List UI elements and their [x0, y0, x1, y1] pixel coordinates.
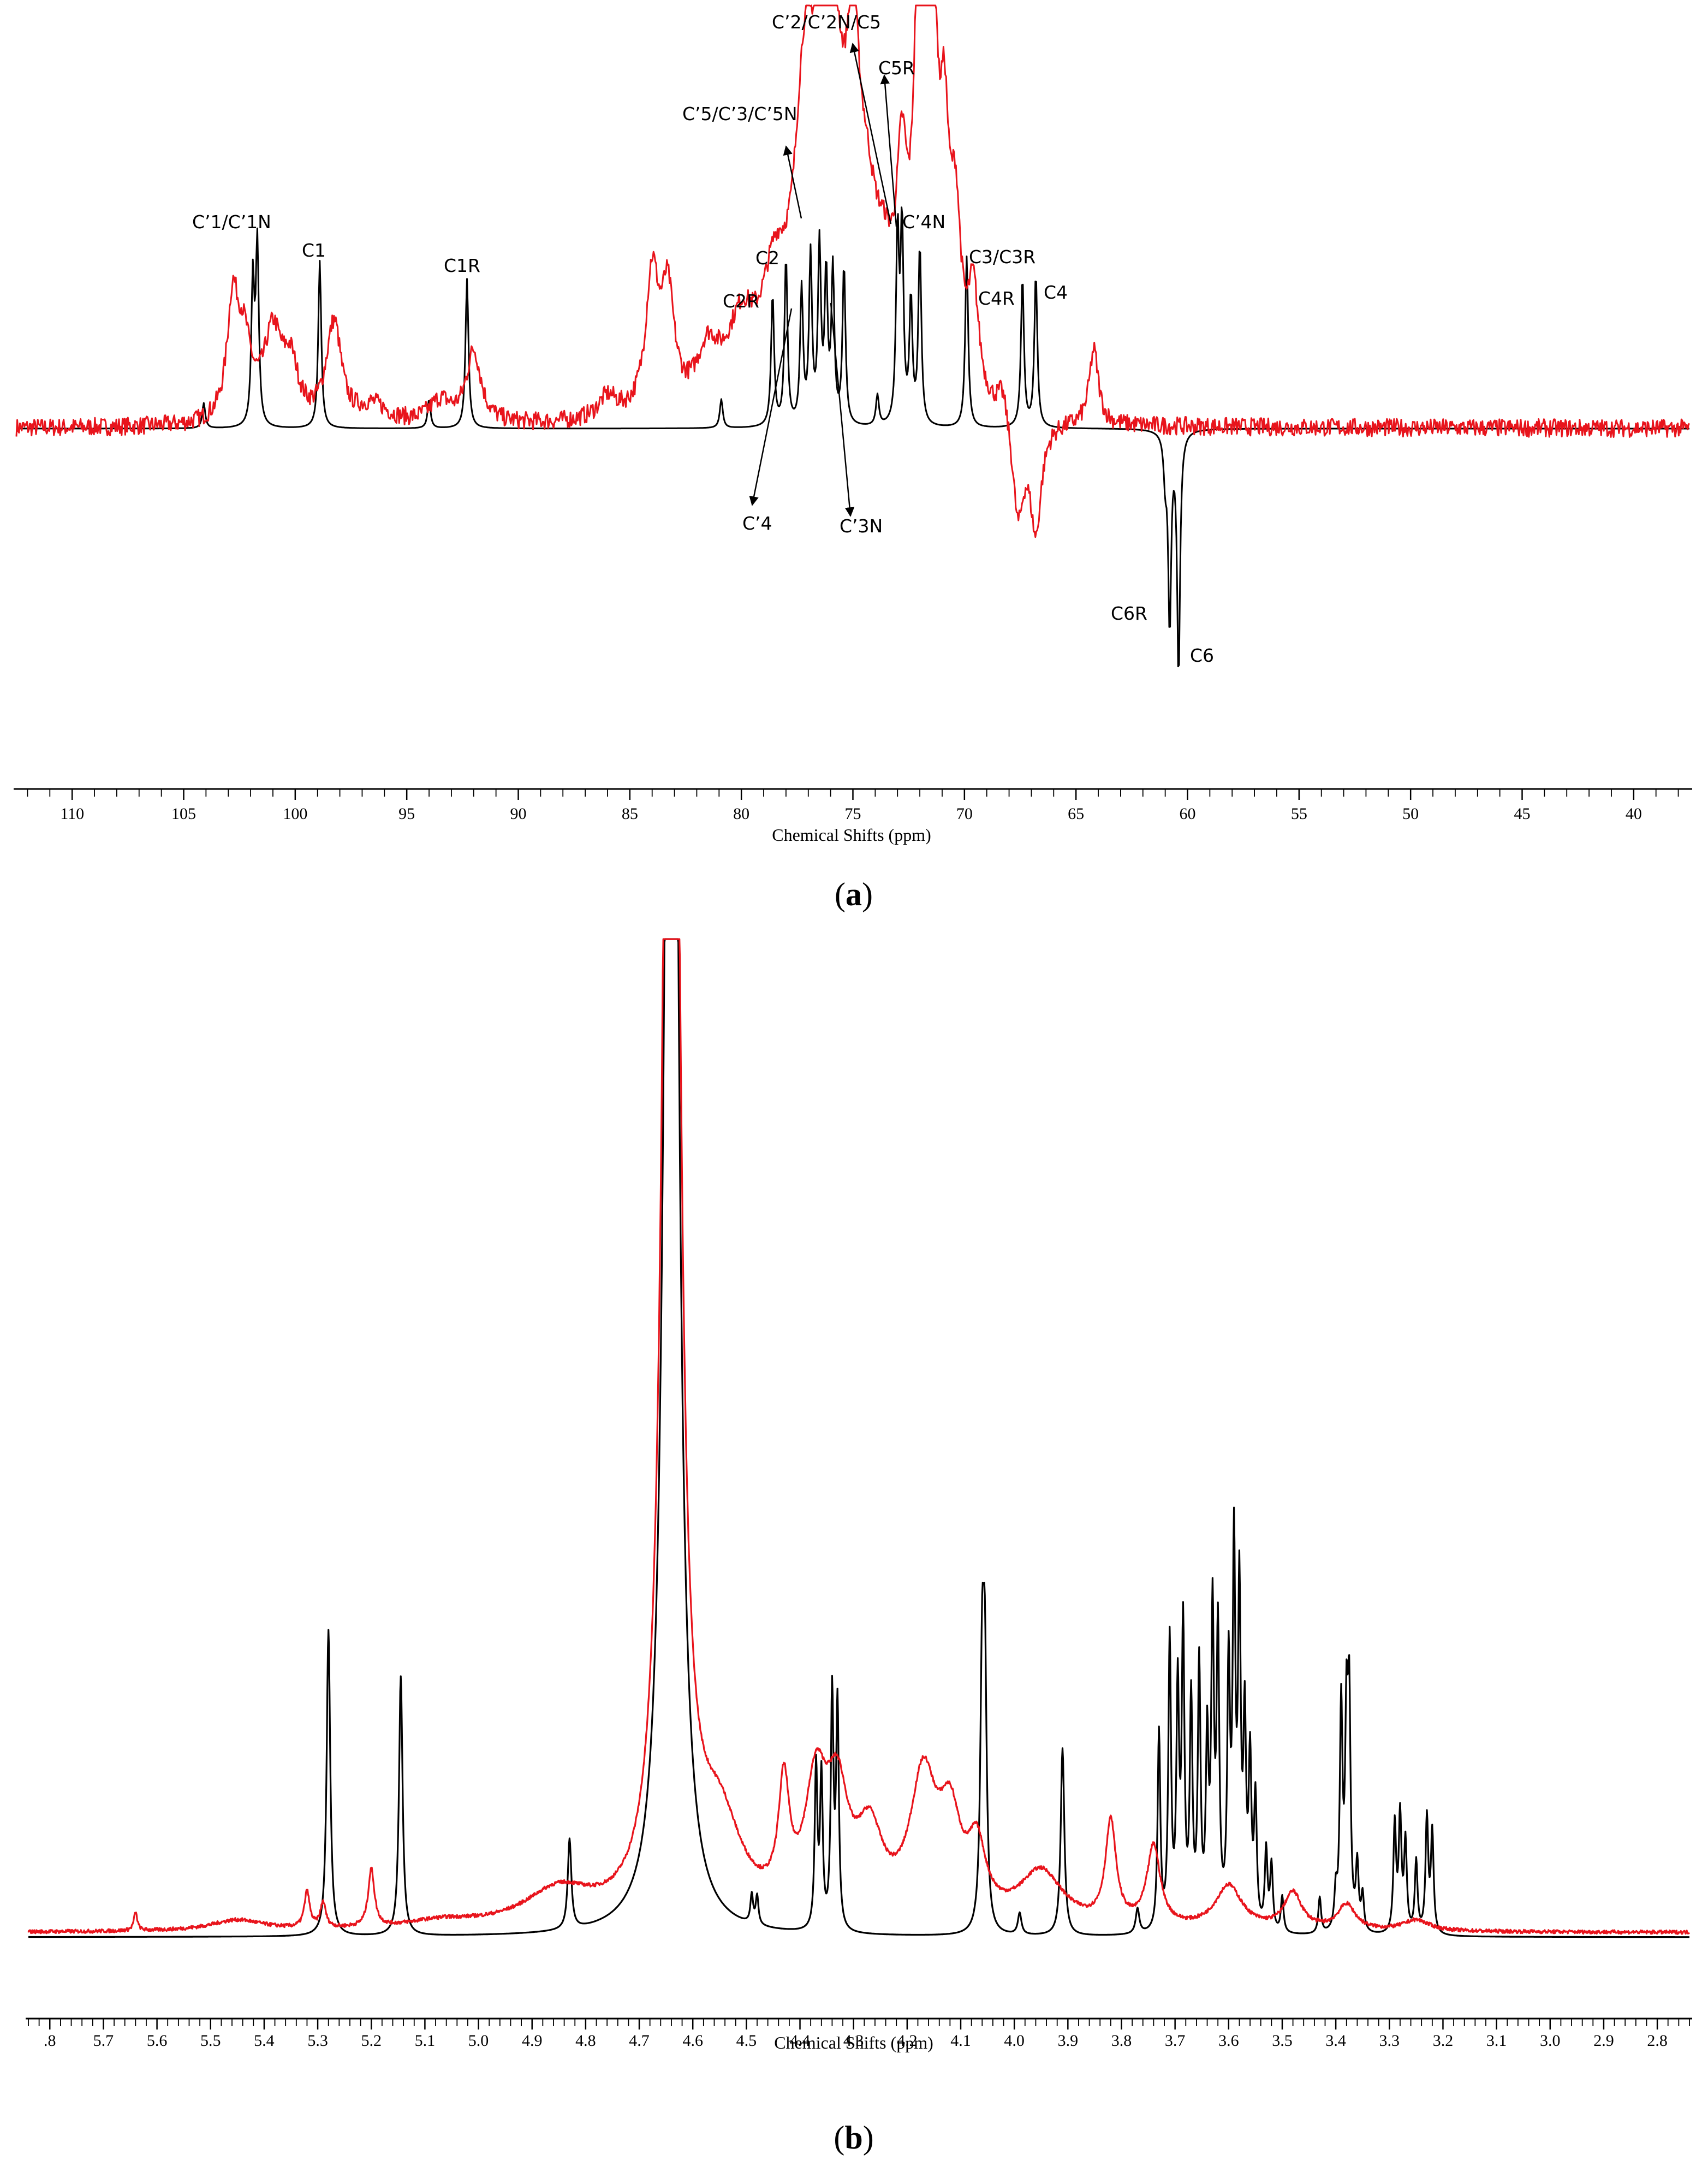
x-tick-label: 5.3: [307, 2032, 328, 2050]
label-c2r: C2R: [723, 290, 759, 312]
spectrum-trace-red: [27, 938, 1691, 1935]
panel-a-traces: [15, 4, 1691, 668]
x-tick-label: 5.2: [361, 2032, 382, 2050]
x-tick-label: 4.6: [682, 2032, 703, 2050]
x-tick-label: 4.8: [575, 2032, 596, 2050]
panel-b-letter: (b): [834, 2120, 873, 2156]
annotation-arrow-c2n: [849, 43, 892, 224]
panel-a-chart: C’1/C’1N C1 C1R C2 C2R C’5/C’3/C’5N C’2/…: [14, 4, 1692, 912]
spectrum-trace-black: [28, 938, 1690, 1938]
x-tick-label: 55: [1291, 805, 1307, 823]
x-tick-label: 50: [1402, 805, 1419, 823]
x-tick-label: 3.8: [1111, 2032, 1132, 2050]
panel-b-xlabel: Chemical Shifts (ppm): [774, 2033, 933, 2052]
x-tick-label: 4.0: [1004, 2032, 1025, 2050]
panel-a-annotations: C’1/C’1N C1 C1R C2 C2R C’5/C’3/C’5N C’2/…: [192, 11, 1214, 666]
x-tick-label: 3.4: [1325, 2032, 1346, 2050]
label-c4n: C’4N: [902, 211, 945, 233]
label-c3: C3/C3R: [969, 246, 1035, 268]
label-c1: C1: [302, 240, 326, 261]
panel-a-letter: (a): [835, 876, 873, 912]
label-c2n: C’2/C’2N/C5: [772, 11, 881, 33]
x-tick-label: 4.3: [843, 2032, 864, 2050]
x-tick-label: 3.6: [1218, 2032, 1239, 2050]
annotation-arrow-cp3n: [830, 302, 855, 517]
x-tick-label: 75: [845, 805, 861, 823]
annotation-arrow-c5r: [880, 74, 897, 227]
x-tick-label: 105: [171, 805, 196, 823]
x-tick-label: 5.4: [254, 2032, 275, 2050]
label-c6r: C6R: [1111, 603, 1147, 624]
label-c1r: C1R: [444, 255, 480, 276]
label-c4: C4: [1044, 282, 1068, 303]
annotation-arrow-c5c3: [783, 145, 802, 219]
label-c5r: C5R: [878, 57, 915, 79]
x-tick-label: 70: [956, 805, 973, 823]
label-c4r: C4R: [978, 288, 1015, 309]
x-tick-label: 3.9: [1058, 2032, 1079, 2050]
x-tick-label: 5.6: [147, 2032, 168, 2050]
x-tick-label: 3.1: [1486, 2032, 1507, 2050]
label-cp3n: C’3N: [840, 515, 883, 537]
x-tick-label: 80: [733, 805, 749, 823]
label-c6: C6: [1190, 645, 1214, 666]
x-tick-label: 60: [1180, 805, 1196, 823]
x-tick-label: 3.3: [1379, 2032, 1400, 2050]
x-tick-label: 4.4: [790, 2032, 811, 2050]
panel-a-xlabel: Chemical Shifts (ppm): [772, 825, 931, 845]
x-tick-label: 4.2: [897, 2032, 918, 2050]
label-cp4: C’4: [742, 513, 772, 534]
label-c5c3: C’5/C’3/C’5N: [682, 103, 798, 124]
label-c1n: C’1/C’1N: [192, 211, 271, 233]
label-c2: C2: [755, 247, 779, 269]
x-tick-label: 3.0: [1540, 2032, 1561, 2050]
x-tick-label: 100: [283, 805, 307, 823]
x-tick-label: 65: [1068, 805, 1084, 823]
x-tick-label: 4.9: [522, 2032, 543, 2050]
panel-b-x-axis: .8 5.7 5.6 5.5 5.4 5.3 5.2 5.1 5.0 4.9 4.8 4.7 4.6 4.…: [26, 2017, 1692, 2050]
x-tick-label: 4.1: [950, 2032, 971, 2050]
x-tick-label: 5.7: [93, 2032, 114, 2050]
x-tick-label: 2.8: [1647, 2032, 1668, 2050]
x-tick-label: 40: [1626, 805, 1642, 823]
x-tick-label: .8: [44, 2032, 56, 2050]
x-tick-label: 3.7: [1165, 2032, 1186, 2050]
annotation-arrow-cp4: [749, 308, 793, 506]
panel-b-traces: [27, 938, 1691, 1938]
x-tick-label: 85: [622, 805, 638, 823]
x-tick-label: 45: [1514, 805, 1531, 823]
x-tick-label: 3.5: [1272, 2032, 1293, 2050]
x-tick-label: 95: [398, 805, 415, 823]
x-tick-label: 4.5: [736, 2032, 757, 2050]
x-tick-label: 2.9: [1593, 2032, 1614, 2050]
x-tick-label: 5.5: [200, 2032, 221, 2050]
x-tick-label: 3.2: [1433, 2032, 1454, 2050]
spectrum-trace-black: [16, 206, 1689, 668]
x-tick-label: 110: [60, 805, 84, 823]
x-tick-label: 4.7: [629, 2032, 650, 2050]
panel-b-chart: .8 5.7 5.6 5.5 5.4 5.3 5.2 5.1 5.0 4.9 4.8 4.7 4.6 4.…: [26, 938, 1692, 2156]
x-tick-label: 5.1: [415, 2032, 436, 2050]
x-tick-label: 90: [510, 805, 527, 823]
spectrum-trace-red: [15, 4, 1691, 538]
panel-a-x-axis: 110 105 100 95 90 85 80 75 70 65 60 55 50 45 40: [14, 788, 1692, 823]
x-tick-label: 5.0: [468, 2032, 489, 2050]
